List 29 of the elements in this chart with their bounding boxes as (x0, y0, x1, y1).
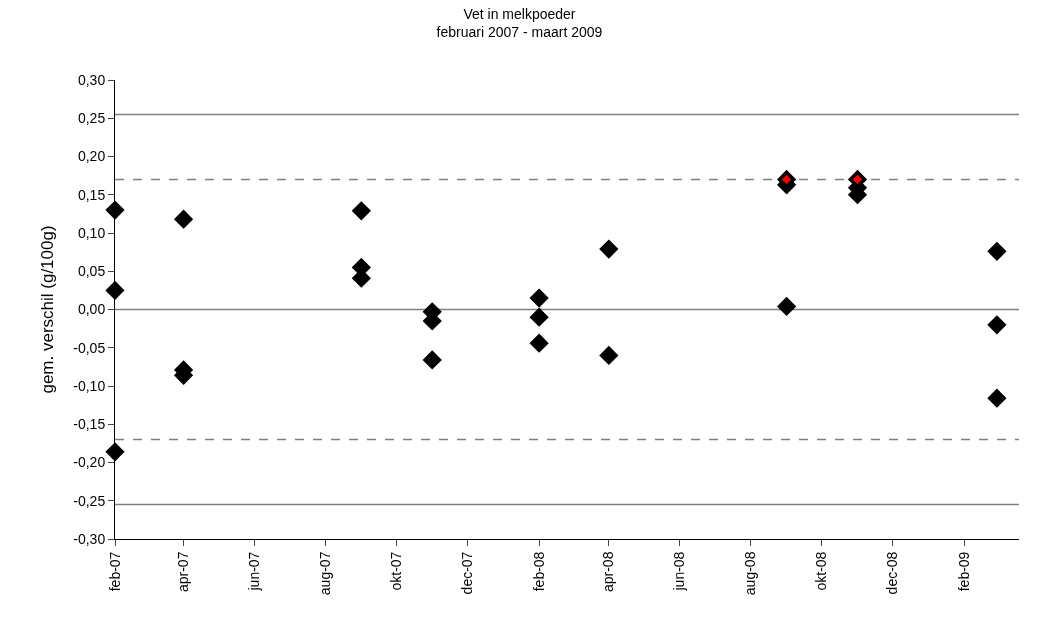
x-tick-label: jun-08 (671, 551, 688, 592)
x-tick-label: aug-08 (742, 551, 759, 596)
y-tick-label: 0,05 (77, 263, 106, 280)
y-tick-label: 0,20 (77, 148, 106, 165)
y-tick-label: -0,20 (73, 454, 106, 471)
y-tick-label: -0,05 (73, 339, 106, 356)
y-tick-label: 0,10 (77, 224, 106, 241)
x-tick-label: feb-09 (955, 551, 972, 592)
chart-title: Vet in melkpoeder (463, 5, 576, 22)
x-tick-label: apr-07 (175, 551, 192, 593)
chart-subtitle: februari 2007 - maart 2009 (436, 23, 603, 40)
y-tick-label: -0,10 (73, 377, 106, 394)
y-tick-label: -0,15 (73, 416, 106, 433)
y-tick-label: -0,30 (73, 530, 106, 547)
x-tick-label: feb-08 (530, 551, 547, 592)
x-tick-label: feb-07 (106, 551, 123, 592)
x-tick-label: okt-07 (387, 551, 404, 591)
y-tick-label: 0,25 (77, 110, 106, 127)
x-tick-label: dec-07 (458, 551, 475, 595)
x-tick-label: okt-08 (813, 551, 830, 591)
y-tick-label: 0,15 (77, 186, 106, 203)
x-tick-label: apr-08 (600, 551, 617, 593)
x-tick-label: jun-07 (245, 551, 262, 592)
y-tick-label: -0,25 (73, 492, 106, 509)
y-tick-label: 0,30 (77, 71, 106, 88)
y-tick-label: 0,00 (77, 301, 106, 318)
x-tick-label: aug-07 (316, 551, 333, 596)
y-axis-title: gem. verschil (g/100g) (37, 225, 57, 394)
x-tick-label: dec-08 (883, 551, 900, 595)
